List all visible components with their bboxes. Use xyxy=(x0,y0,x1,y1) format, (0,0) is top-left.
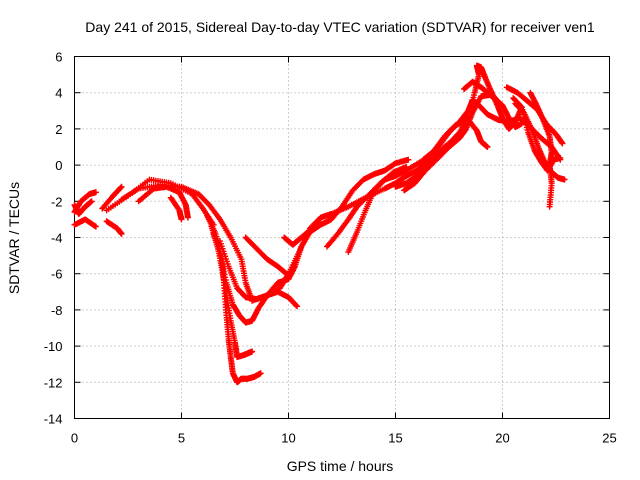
series-track-12 xyxy=(210,156,412,326)
series-track-23 xyxy=(527,89,555,210)
x-tick-label: 25 xyxy=(602,431,616,446)
x-axis-label: GPS time / hours xyxy=(287,458,394,474)
data-point xyxy=(317,220,324,226)
y-tick-label: -14 xyxy=(44,412,63,427)
y-tick-label: -2 xyxy=(51,194,63,209)
series-track-14 xyxy=(242,234,290,277)
series-track-20 xyxy=(461,78,525,131)
series-line xyxy=(120,98,562,302)
data-point xyxy=(257,370,264,377)
series-track-4 xyxy=(103,218,125,237)
series-track-8 xyxy=(135,183,191,221)
y-tick-label: 0 xyxy=(55,158,62,173)
data-point xyxy=(88,198,95,205)
axis-ticks: 0 5 10 15 20 25 -14 -12 -10 -8 -6 -4 -2 0 2 4 6 xyxy=(44,50,617,446)
data-point xyxy=(118,230,125,237)
data-point xyxy=(561,176,568,183)
data-point xyxy=(184,214,191,221)
series-track-24 xyxy=(512,100,568,183)
data-point xyxy=(249,348,256,355)
data-point xyxy=(92,189,99,196)
data-point xyxy=(283,270,290,277)
data-point xyxy=(294,303,301,310)
series-line xyxy=(347,118,489,254)
series-track-9 xyxy=(167,194,185,223)
series-track-2 xyxy=(71,216,99,230)
data-point xyxy=(484,144,491,150)
data-point xyxy=(117,184,124,191)
series-track-3 xyxy=(71,198,95,217)
data-point xyxy=(546,203,553,210)
data-point xyxy=(293,302,300,309)
chart-title: Day 241 of 2015, Sidereal Day-to-day VTE… xyxy=(85,19,595,35)
series-track-5 xyxy=(99,183,125,212)
y-tick-label: -12 xyxy=(44,375,63,390)
data-point xyxy=(559,140,566,147)
series-track-15 xyxy=(281,220,324,248)
y-tick-label: 6 xyxy=(55,50,62,65)
x-tick-label: 0 xyxy=(71,431,78,446)
data-point xyxy=(518,120,525,127)
data-point xyxy=(557,154,564,161)
x-tick-label: 5 xyxy=(178,431,185,446)
y-tick-label: -4 xyxy=(51,231,63,246)
y-tick-label: 2 xyxy=(55,122,62,137)
data-point xyxy=(218,260,225,267)
data-point xyxy=(405,156,412,163)
series-track-13 xyxy=(217,238,301,310)
x-tick-label: 10 xyxy=(281,431,295,446)
data-point xyxy=(92,223,99,230)
x-tick-label: 20 xyxy=(495,431,509,446)
y-tick-label: -6 xyxy=(51,267,63,282)
data-point xyxy=(91,222,98,229)
grid-lines xyxy=(74,56,610,419)
data-series xyxy=(71,62,568,386)
x-tick-label: 15 xyxy=(388,431,402,446)
data-point xyxy=(118,183,125,190)
data-point xyxy=(178,216,185,223)
y-tick-label: 4 xyxy=(55,86,62,101)
y-tick-label: -10 xyxy=(44,339,63,354)
y-tick-label: -8 xyxy=(51,303,63,318)
series-track-17 xyxy=(345,116,491,255)
y-axis-label: SDTVAR / TECUs xyxy=(6,182,22,294)
